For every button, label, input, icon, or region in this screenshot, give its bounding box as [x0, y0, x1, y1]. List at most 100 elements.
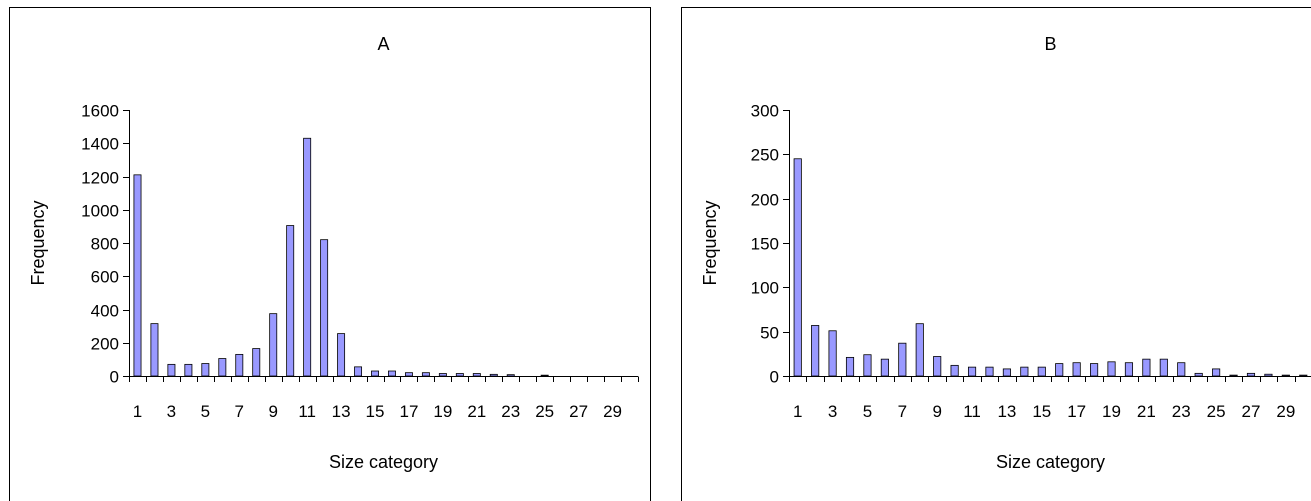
chart-b-xtick-label: 29	[1276, 402, 1295, 421]
chart-b-bar-25	[1212, 368, 1221, 377]
chart-a-bar-16	[388, 370, 396, 377]
chart-a-ytick-label: 1000	[81, 202, 119, 221]
chart-b-xtick-label: 1	[793, 402, 802, 421]
chart-b-bar-27	[1246, 372, 1256, 377]
chart-a-bar-23	[506, 374, 515, 377]
chart-a-bar-13	[337, 333, 346, 377]
chart-a-bar-9	[269, 313, 278, 377]
chart-a-bar-15	[371, 370, 379, 377]
chart-b-ytick-label: 300	[751, 102, 779, 121]
chart-b-xtick-label: 11	[963, 402, 981, 421]
chart-a-xtick-label: 15	[366, 402, 385, 421]
chart-a-ytick-label: 600	[91, 268, 119, 287]
chart-b-bar-26	[1229, 374, 1238, 377]
chart-panel-b: B Frequency Size category 0 50 100 150 200 250 30…	[680, 0, 1311, 501]
chart-b-bar-17	[1072, 362, 1081, 377]
chart-panel-a: A Frequency Size category 0 200 400 600 800 1000…	[0, 0, 651, 501]
chart-b-bar-14	[1020, 366, 1029, 377]
chart-b-bar-13	[1002, 368, 1011, 377]
chart-a-svg: A Frequency Size category 0 200 400 600 800 1000…	[9, 7, 651, 501]
chart-b-bar-30	[1299, 374, 1308, 377]
chart-a-xtick-label: 13	[332, 402, 351, 421]
chart-b-bar-18	[1090, 363, 1099, 377]
chart-b-ytick-label: 200	[751, 191, 779, 210]
chart-b-ytick-label: 250	[751, 146, 779, 165]
chart-b-bar-11	[967, 366, 977, 377]
chart-b-bar-24	[1194, 372, 1203, 377]
chart-b-bar-22	[1159, 358, 1168, 377]
chart-a-xtick-label: 1	[133, 402, 142, 421]
chart-b-bar-9	[933, 356, 942, 377]
chart-b-xtick-label: 25	[1207, 402, 1226, 421]
chart-a-bar-8	[252, 348, 261, 377]
chart-b-xtick-label: 23	[1172, 402, 1191, 421]
chart-a-bar-7	[235, 353, 244, 377]
chart-a-bar-12	[320, 239, 329, 377]
chart-b-ylabel: Frequency	[700, 200, 720, 285]
chart-a-bar-11	[303, 137, 312, 377]
chart-a-bar-20	[455, 373, 464, 377]
chart-b-ytick-label: 0	[770, 368, 779, 387]
chart-a-bar-17	[404, 372, 413, 377]
chart-a-bar-19	[438, 373, 447, 377]
chart-a-bar-5	[201, 363, 210, 377]
chart-b-bar-23	[1177, 362, 1186, 377]
chart-a-frame	[9, 7, 651, 501]
chart-b-svg: B Frequency Size category 0 50 100 150 200 250 30…	[681, 7, 1311, 501]
chart-a-bar-1	[133, 174, 142, 377]
chart-b-bar-28	[1264, 373, 1273, 377]
chart-b-bar-19	[1107, 361, 1116, 377]
chart-b-xtick-label: 13	[997, 402, 1016, 421]
chart-b-ytick-label: 50	[760, 324, 779, 343]
chart-b-bar-16	[1055, 363, 1064, 377]
chart-a-ylabel: Frequency	[28, 200, 48, 285]
chart-b-xlabel: Size category	[996, 452, 1105, 472]
chart-a-bar-10	[286, 225, 295, 377]
chart-b-bar-10	[950, 364, 959, 377]
chart-b-title: B	[1044, 34, 1056, 54]
chart-a-ytick-label: 1400	[81, 135, 119, 154]
chart-b-bar-29	[1281, 374, 1290, 377]
chart-a-xlabel: Size category	[329, 452, 438, 472]
chart-b-xtick-label: 15	[1032, 402, 1051, 421]
chart-b-bar-8	[915, 323, 924, 377]
chart-b-bar-5	[863, 354, 872, 377]
chart-a-xtick-label: 7	[235, 402, 244, 421]
chart-a-ytick-label: 400	[91, 302, 119, 321]
chart-a-xtick-label: 21	[467, 402, 486, 421]
chart-a-ytick-label: 1600	[81, 102, 119, 121]
chart-a-ytick-label: 800	[91, 235, 119, 254]
chart-b-bar-20	[1124, 362, 1134, 377]
chart-a-bar-4	[184, 363, 193, 377]
chart-b-bar-4	[845, 356, 855, 377]
chart-b-bar-1	[793, 158, 802, 377]
chart-b-xtick-label: 17	[1067, 402, 1086, 421]
chart-a-xtick-label: 3	[167, 402, 176, 421]
chart-b-xtick-label: 7	[898, 402, 907, 421]
chart-a-bar-14	[354, 366, 363, 377]
chart-b-bar-12	[985, 366, 994, 377]
chart-a-bar-22	[489, 373, 498, 377]
chart-a-bar-25	[540, 374, 549, 377]
chart-b-ytick-label: 150	[751, 235, 779, 254]
chart-a-xtick-label: 29	[603, 402, 622, 421]
chart-a-ytick-label: 200	[91, 335, 119, 354]
chart-a-xtick-label: 5	[201, 402, 210, 421]
chart-a-xtick-label: 23	[501, 402, 520, 421]
chart-b-xtick-label: 3	[828, 402, 837, 421]
chart-b-xtick-label: 19	[1102, 402, 1121, 421]
chart-b-ytick-label: 100	[751, 279, 779, 298]
chart-a-xtick-label: 11	[298, 402, 316, 421]
chart-b-xtick-label: 27	[1242, 402, 1261, 421]
chart-b-bar-3	[828, 330, 837, 377]
chart-b-frame	[681, 7, 1311, 501]
chart-b-bar-7	[898, 342, 907, 377]
chart-a-bar-6	[218, 358, 227, 377]
chart-a-bar-21	[472, 373, 481, 377]
chart-a-xtick-label: 25	[535, 402, 554, 421]
chart-a-xtick-label: 9	[268, 402, 277, 421]
chart-a-xtick-label: 27	[569, 402, 588, 421]
chart-b-bar-15	[1037, 366, 1046, 377]
chart-a-xtick-label: 17	[399, 402, 418, 421]
chart-b-xtick-label: 9	[932, 402, 941, 421]
